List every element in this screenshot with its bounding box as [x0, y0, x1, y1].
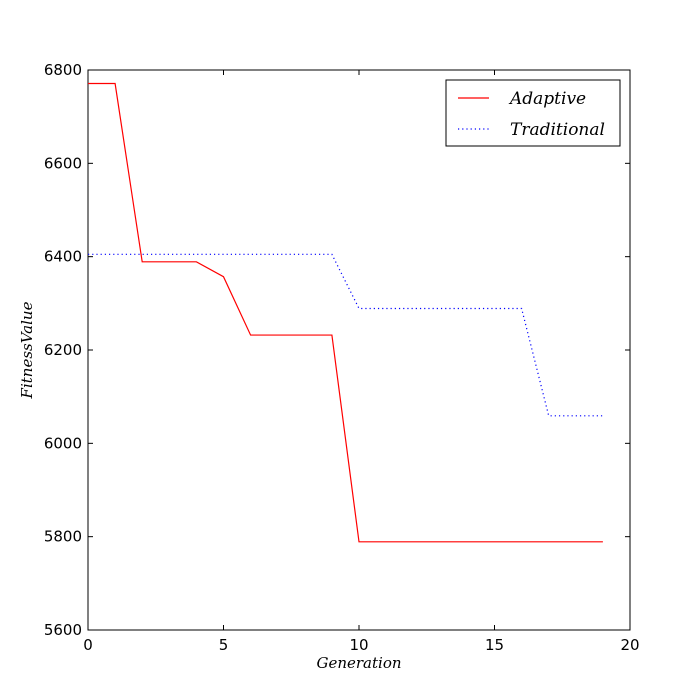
legend-box — [445, 79, 621, 147]
legend: Adaptive Traditional — [445, 79, 621, 147]
x-axis-label: Generation — [316, 654, 401, 672]
series-line-traditional — [88, 253, 603, 417]
y-tick-label: 5800 — [44, 528, 82, 546]
plot-frame — [87, 69, 631, 631]
series-lines — [88, 82, 603, 543]
axis-ticks: 0 5 10 15 20 5600 5800 6000 6200 6400 6600 6800 — [44, 61, 640, 654]
y-tick-label: 6800 — [44, 61, 82, 79]
x-tick-label: 5 — [219, 636, 229, 654]
legend-label-adaptive: Adaptive — [508, 89, 586, 109]
y-tick-label: 6200 — [44, 341, 82, 359]
series-line-adaptive — [88, 82, 603, 543]
legend-label-traditional: Traditional — [510, 120, 605, 140]
y-axis-label: FitnessValue — [18, 301, 36, 399]
y-tick-label: 5600 — [44, 621, 82, 639]
y-tick-label: 6000 — [44, 434, 82, 452]
x-tick-label: 15 — [485, 636, 504, 654]
x-tick-label: 0 — [83, 636, 93, 654]
x-tick-label: 20 — [620, 636, 639, 654]
y-tick-label: 6400 — [44, 248, 82, 266]
y-tick-label: 6600 — [44, 154, 82, 172]
x-tick-label: 10 — [349, 636, 368, 654]
